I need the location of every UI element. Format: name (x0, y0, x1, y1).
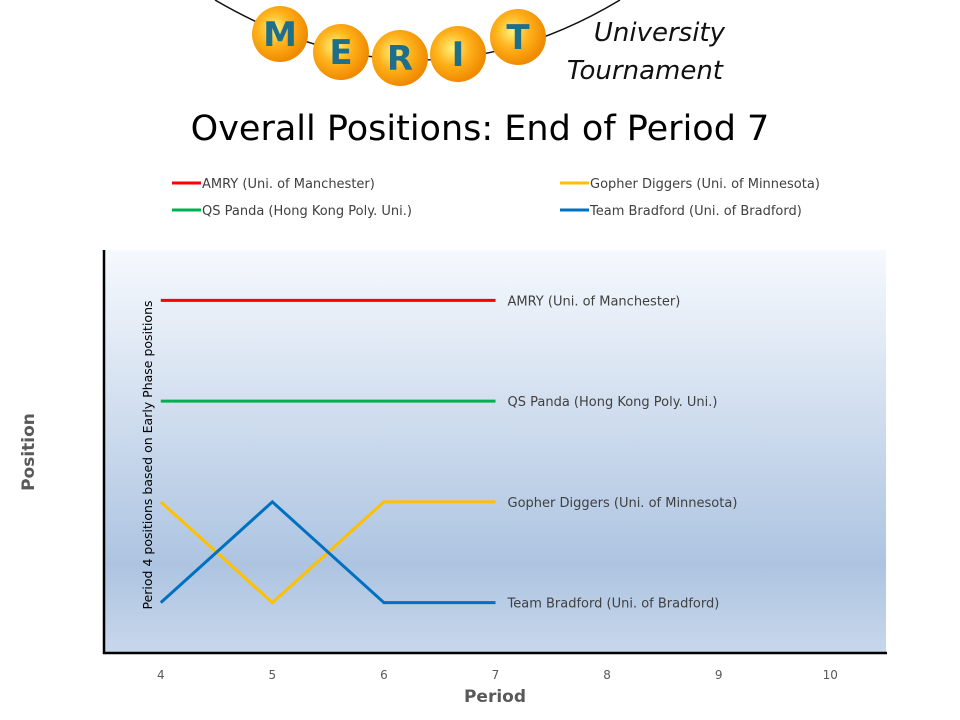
logo-letter: R (387, 39, 413, 79)
logo-letter: M (263, 15, 297, 55)
logo-letter: I (452, 35, 465, 75)
x-tick-label: 5 (269, 668, 277, 682)
x-axis-label: Period (464, 687, 526, 707)
x-tick-label: 8 (603, 668, 611, 682)
series-end-label: QS Panda (Hong Kong Poly. Uni.) (508, 395, 718, 410)
x-tick-label: 7 (492, 668, 500, 682)
legend-entry: Team Bradford (Uni. of Bradford) (589, 204, 802, 219)
series-line (159, 499, 496, 605)
logo-ball (430, 26, 486, 82)
x-tick-label: 9 (715, 668, 723, 682)
logo-tournament: Tournament (567, 56, 724, 86)
legend-entry: QS Panda (Hong Kong Poly. Uni.) (202, 204, 412, 219)
x-tick-label: 6 (380, 668, 388, 682)
series-end-label: Gopher Diggers (Uni. of Minnesota) (508, 496, 738, 511)
annotation: Period 4 positions based on Early Phase … (140, 301, 155, 610)
logo-ball (252, 6, 308, 62)
y-axis-label: Position (19, 413, 39, 491)
plot-area (105, 250, 886, 653)
series-end-label: Team Bradford (Uni. of Bradford) (507, 597, 720, 612)
legend-entry: AMRY (Uni. of Manchester) (202, 177, 375, 192)
series-end-label: AMRY (Uni. of Manchester) (508, 294, 681, 309)
legend-entry: Gopher Diggers (Uni. of Minnesota) (590, 177, 820, 192)
chart-title: Overall Positions: End of Period 7 (191, 109, 770, 149)
x-tick-label: 4 (157, 668, 165, 682)
logo-ball (313, 24, 369, 80)
logo-university: University (594, 18, 726, 48)
logo-ball (372, 30, 428, 86)
logo-ball (490, 9, 546, 65)
x-tick-label: 10 (823, 668, 838, 682)
logo-letter: T (506, 18, 530, 58)
legend: AMRY (Uni. of Manchester) Gopher Diggers … (172, 177, 820, 219)
logo-letter: E (329, 33, 352, 73)
